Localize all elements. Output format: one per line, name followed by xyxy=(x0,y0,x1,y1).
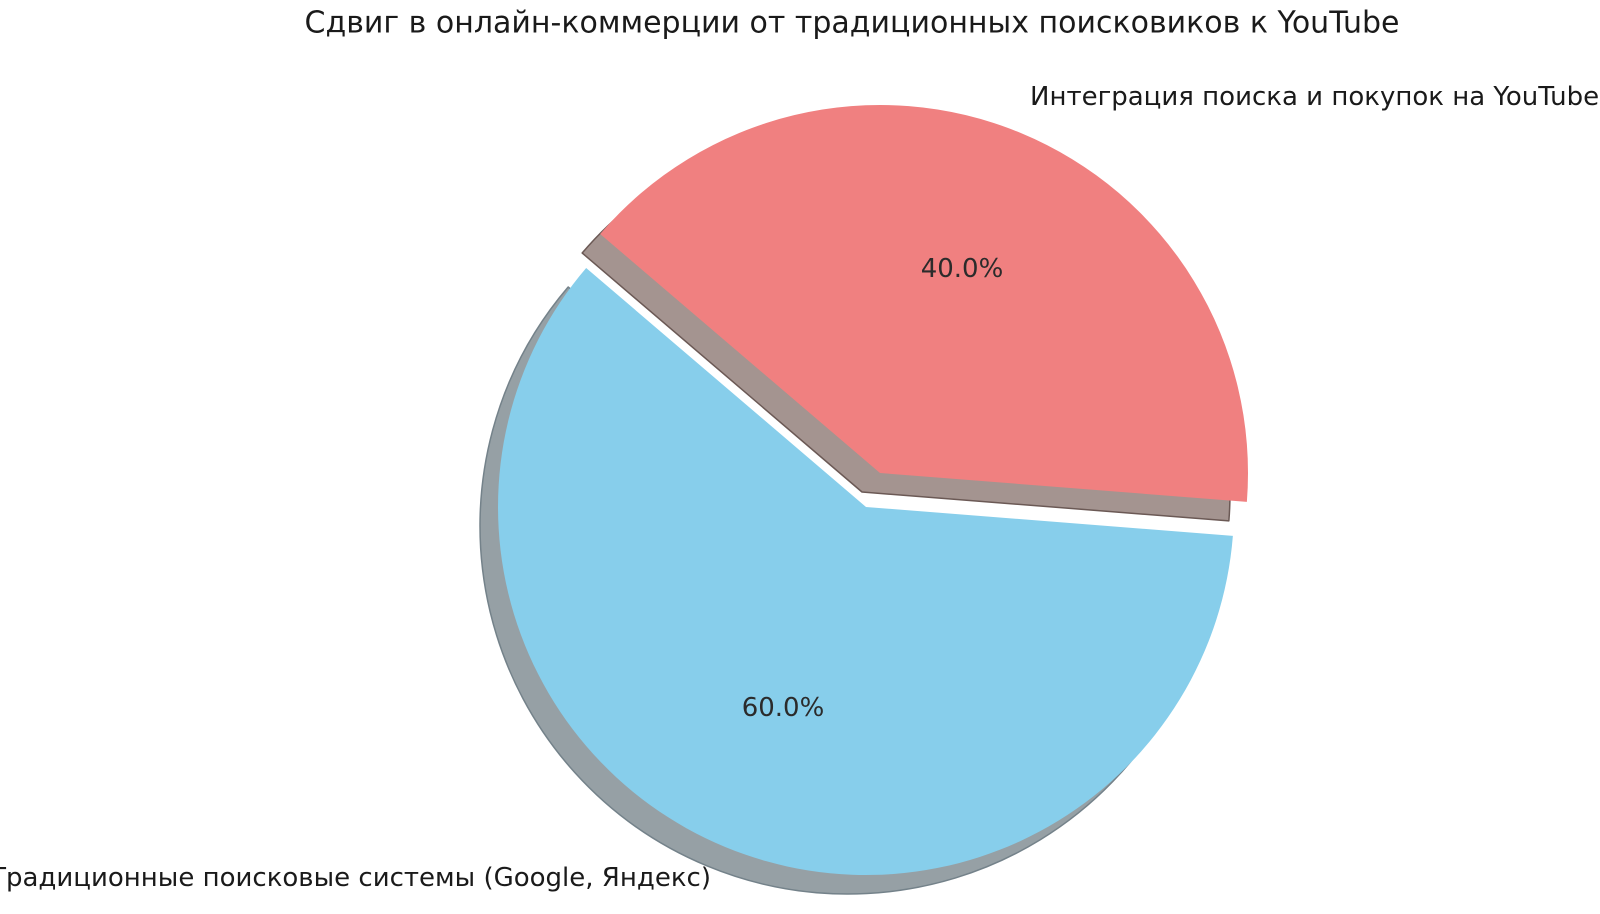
pie-slice-youtube xyxy=(600,104,1249,502)
pie-slice-traditional xyxy=(498,268,1233,875)
chart-title: Сдвиг в онлайн-коммерции от традиционных… xyxy=(304,5,1400,41)
pct-label-traditional: 60.0% xyxy=(741,693,825,723)
slice-label-youtube: Интеграция поиска и покупок на YouTube xyxy=(1030,82,1600,112)
pct-label-youtube: 40.0% xyxy=(920,254,1004,284)
slice-label-traditional: Традиционные поисковые системы (Google, … xyxy=(0,863,711,893)
